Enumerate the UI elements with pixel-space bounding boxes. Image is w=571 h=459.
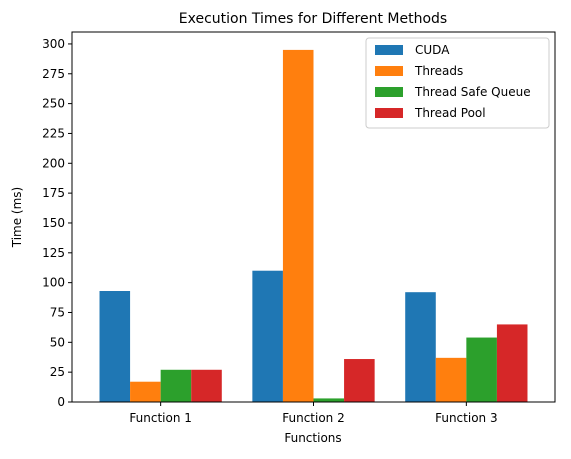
y-axis: 0 25 50 75 100 125 150 175 200 225 250 275 300: [42, 37, 72, 409]
bar-threads-3: [435, 357, 467, 402]
bar-thread-pool-2: [344, 359, 375, 402]
y-tick-label: 150: [42, 216, 65, 230]
bar-threads-2: [282, 49, 314, 402]
legend-label-thread-pool: Thread Pool: [414, 106, 486, 120]
legend: CUDA Threads Thread Safe Queue Thread Pool: [365, 37, 550, 129]
x-tick-label: Function 3: [435, 411, 498, 425]
x-axis: Function 1 Function 2 Function 3: [129, 402, 498, 425]
bar-cuda-2: [252, 270, 283, 402]
bar-cuda-3: [405, 292, 436, 402]
y-axis-label: Time (ms): [10, 187, 24, 249]
legend-swatch-thread-pool: [375, 108, 403, 118]
y-tick-label: 225: [42, 126, 65, 140]
legend-swatch-thread-safe-queue: [375, 87, 403, 97]
legend-swatch-threads: [375, 66, 403, 76]
x-axis-label: Functions: [284, 431, 341, 445]
x-tick-label: Function 2: [282, 411, 345, 425]
legend-items: CUDA Threads Thread Safe Queue Thread Pool: [375, 43, 531, 120]
bar-thread-pool-1: [191, 369, 222, 402]
bar-thread-safe-queue-1: [160, 369, 192, 402]
y-tick-label: 50: [50, 335, 65, 349]
plot-frame: [71, 31, 556, 403]
y-tick-label: 200: [42, 156, 65, 170]
y-tick-label: 275: [42, 67, 65, 81]
y-tick-label: 25: [50, 365, 65, 379]
chart-title: Execution Times for Different Methods: [179, 11, 447, 27]
legend-swatch-cuda: [375, 45, 403, 55]
y-tick-label: 0: [57, 395, 65, 409]
legend-label-cuda: CUDA: [415, 43, 450, 57]
bar-thread-pool-3: [496, 324, 528, 402]
legend-box: [365, 37, 550, 129]
y-tick-label: 300: [42, 37, 65, 51]
bar-thread-safe-queue-2: [313, 398, 345, 402]
x-tick-label: Function 1: [129, 411, 192, 425]
bar-threads-1: [130, 381, 161, 402]
y-tick-label: 125: [42, 246, 65, 260]
y-tick-label: 175: [42, 186, 65, 200]
bar-thread-safe-queue-3: [466, 337, 497, 402]
legend-label-threads: Threads: [414, 64, 463, 78]
y-tick-label: 100: [42, 276, 65, 290]
legend-label-thread-safe-queue: Thread Safe Queue: [414, 85, 531, 99]
y-tick-label: 75: [50, 305, 65, 319]
bars-layer: [99, 49, 528, 402]
y-tick-label: 250: [42, 97, 65, 111]
bar-cuda-1: [99, 291, 131, 402]
